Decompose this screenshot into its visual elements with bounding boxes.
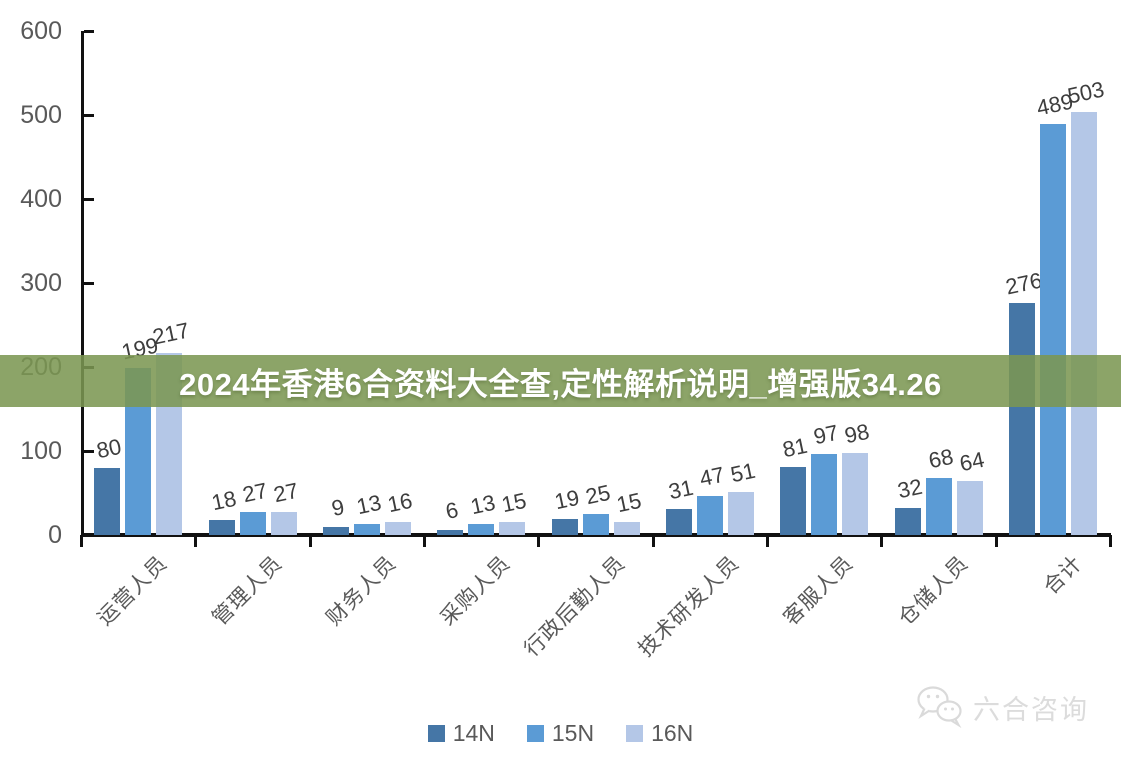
bar-16N-管理人员 <box>270 512 297 535</box>
category-label: 财务人员 <box>322 551 401 631</box>
bar-16N-财务人员 <box>384 522 411 535</box>
bar-14N-仓储人员 <box>894 508 921 535</box>
bar-15N-行政后勤人员 <box>582 514 609 535</box>
bar-value-label: 51 <box>728 457 758 488</box>
bar-15N-技术研发人员 <box>696 496 723 535</box>
bar-value-label: 98 <box>842 418 872 449</box>
wechat-icon <box>914 684 966 730</box>
bar-14N-财务人员 <box>322 527 349 535</box>
bar-14N-技术研发人员 <box>665 509 692 535</box>
y-tick-label: 500 <box>20 101 62 129</box>
bar-value-label: 503 <box>1065 76 1107 109</box>
y-tick-mark <box>84 282 94 285</box>
bar-value-label: 217 <box>150 317 192 350</box>
bar-16N-合计 <box>1070 112 1097 535</box>
y-tick-label: 0 <box>48 521 62 549</box>
x-tick-mark <box>994 535 998 547</box>
legend-label: 15N <box>551 720 595 746</box>
bar-value-label: 18 <box>208 485 238 516</box>
bar-value-label: 47 <box>697 461 727 492</box>
category-label: 技术研发人员 <box>634 551 744 662</box>
bar-15N-管理人员 <box>239 512 266 535</box>
bar-value-label: 16 <box>385 487 415 518</box>
y-tick-mark <box>84 30 94 33</box>
bar-14N-管理人员 <box>208 520 235 535</box>
bar-value-label: 19 <box>551 484 581 515</box>
x-tick-mark <box>880 535 884 547</box>
legend-swatch <box>526 725 544 742</box>
y-tick-label: 300 <box>20 269 62 297</box>
category-label: 采购人员 <box>436 551 515 631</box>
bar-value-label: 64 <box>956 446 986 477</box>
y-tick-label: 400 <box>20 185 62 213</box>
bar-16N-采购人员 <box>499 522 526 535</box>
bar-16N-技术研发人员 <box>727 492 754 535</box>
y-tick-label: 600 <box>20 17 62 45</box>
watermark: 六合咨询 <box>914 684 1089 730</box>
bar-14N-运营人员 <box>94 468 121 535</box>
legend-label: 14N <box>452 720 495 746</box>
bar-value-label: 81 <box>780 432 810 463</box>
x-tick-mark <box>423 535 426 547</box>
bar-value-label: 68 <box>925 443 955 474</box>
x-tick-mark <box>194 535 198 547</box>
bar-15N-仓储人员 <box>925 478 952 535</box>
bar-14N-行政后勤人员 <box>551 519 578 535</box>
bar-value-label: 27 <box>239 477 269 508</box>
bar-value-label: 15 <box>613 487 643 518</box>
y-axis-line <box>81 31 84 536</box>
y-tick-mark <box>84 114 94 117</box>
legend-item-15N: 15N <box>526 720 595 747</box>
bar-value-label: 276 <box>1003 267 1045 300</box>
x-tick-mark <box>766 535 769 547</box>
category-label: 管理人员 <box>207 551 287 631</box>
bar-value-label: 80 <box>94 433 124 464</box>
bar-16N-客服人员 <box>842 453 869 535</box>
bar-14N-采购人员 <box>437 530 464 535</box>
category-label: 客服人员 <box>779 551 858 631</box>
bar-15N-财务人员 <box>353 524 380 535</box>
bar-value-label: 32 <box>894 473 924 504</box>
y-tick-mark <box>84 198 94 201</box>
bar-value-label: 15 <box>499 487 529 518</box>
watermark-text: 六合咨询 <box>973 694 1089 725</box>
x-tick-mark <box>1109 535 1112 547</box>
bar-value-label: 27 <box>270 477 300 508</box>
x-tick-mark <box>80 535 83 547</box>
overlay-banner: 2024年香港6合资料大全查,定性解析说明_增强版34.26 <box>0 355 1121 407</box>
category-label: 合计 <box>1039 551 1087 599</box>
legend-swatch <box>626 725 644 742</box>
category-label: 行政后勤人员 <box>519 551 630 662</box>
y-tick-mark <box>84 450 94 453</box>
category-label: 仓储人员 <box>893 551 973 631</box>
bar-15N-采购人员 <box>468 524 495 535</box>
bar-value-label: 6 <box>443 497 461 525</box>
bar-value-label: 31 <box>666 474 696 505</box>
bar-16N-行政后勤人员 <box>613 522 640 535</box>
x-tick-mark <box>308 535 312 547</box>
bar-value-label: 13 <box>468 489 498 520</box>
legend-swatch <box>427 725 445 742</box>
bar-15N-客服人员 <box>811 454 838 535</box>
bar-14N-客服人员 <box>780 467 807 535</box>
y-tick-label: 100 <box>20 437 62 465</box>
x-axis-line <box>81 533 1111 537</box>
bar-value-label: 13 <box>354 489 384 520</box>
bar-14N-合计 <box>1008 303 1035 535</box>
bar-value-label: 97 <box>811 419 841 450</box>
legend-label: 16N <box>651 720 694 746</box>
x-tick-mark <box>651 535 655 547</box>
bar-16N-仓储人员 <box>956 481 983 535</box>
banner-title: 2024年香港6合资料大全查,定性解析说明_增强版34.26 <box>179 366 942 402</box>
legend: 14N 15N 16N <box>0 720 1121 747</box>
bar-value-label: 9 <box>329 494 347 522</box>
category-label: 运营人员 <box>93 551 172 631</box>
x-tick-mark <box>537 535 541 547</box>
bar-15N-合计 <box>1039 124 1066 535</box>
legend-item-14N: 14N <box>427 720 495 747</box>
legend-item-16N: 16N <box>626 720 693 747</box>
bar-value-label: 25 <box>582 479 612 510</box>
